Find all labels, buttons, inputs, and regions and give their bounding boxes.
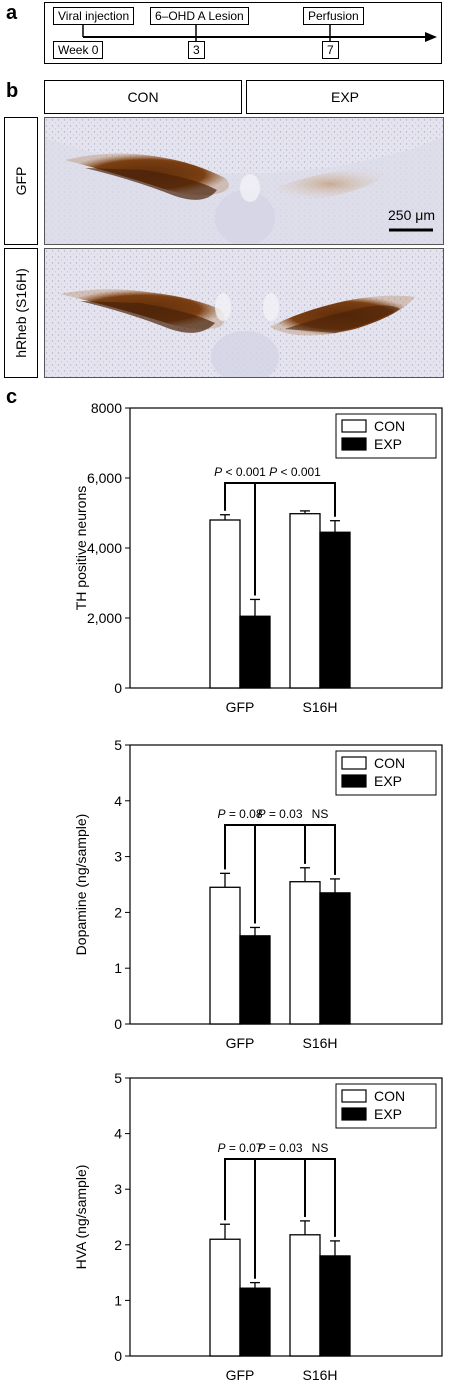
th-significance-bracket [254,482,336,596]
chart-th-neurons: 0 2,000 4,000 6,000 8000 TH positive neurons G… [73,400,443,715]
hva-bar-exp-gfp [239,1287,271,1357]
dopamine-significance-label: P = 0.03 [257,807,302,821]
hva-significance-bracket [304,1158,336,1237]
hva-y-tick-label: 3 [114,1181,122,1197]
th-y-tick-label: 2,000 [87,610,122,626]
hva-legend-label-exp: EXP [374,1106,402,1122]
viral-injection-label: Viral injection [53,7,135,25]
panel-b-letter: b [6,80,19,102]
th-legend-swatch-exp [341,437,367,451]
hva-legend-swatch-exp [341,1107,367,1121]
th-significance-label: P < 0.001 [214,465,266,479]
hva-x-tick-label: S16H [302,1367,337,1383]
th-y-tick-label: 4,000 [87,540,122,556]
th-legend-label-con: CON [374,418,405,434]
hva-bar-con-gfp [209,1238,241,1357]
row-label-gfp-text: GFP [13,166,29,196]
column-header-exp: EXP [246,80,444,114]
dopamine-bar-exp-s16h [319,892,351,1025]
th-legend-swatch-con [341,419,367,433]
chart-hva: 0 1 2 3 4 5 HVA (ng/sample) GFP S16H P = 0.07P = … [73,1070,443,1383]
dopamine-x-tick-label: GFP [226,1035,255,1051]
th-bar-exp-s16h [319,531,351,689]
dopamine-significance-label: NS [312,807,329,821]
chart-dopamine: 0 1 2 3 4 5 Dopamine (ng/sample) GFP S16H P = 0.0… [73,737,443,1051]
week0-label: Week 0 [53,41,104,59]
dopamine-y-tick-label: 1 [114,960,122,976]
column-header-con: CON [44,80,242,114]
timeline-frame: Viral injection 6–OHD A Lesion Perfusion… [44,2,442,64]
dopamine-y-tick-label: 4 [114,793,122,809]
hva-bar-exp-s16h [319,1255,351,1357]
th-x-tick-label: S16H [302,699,337,715]
row-label-gfp: GFP [4,117,38,245]
hva-legend-swatch-con [341,1089,367,1103]
panel-c-letter: c [6,386,18,408]
hva-significance-label: P = 0.07 [217,1141,262,1155]
hva-y-tick-label: 2 [114,1237,122,1253]
dopamine-legend-swatch-con [341,756,367,770]
th-bar-con-s16h [289,513,321,689]
hva-plot-frame [129,1077,443,1357]
dopamine-x-tick-label: S16H [302,1035,337,1051]
hva-y-tick-label: 0 [114,1348,122,1364]
dopamine-y-tick-label: 0 [114,1016,122,1032]
th-bar-con-gfp [209,519,241,689]
lesion-label: 6–OHD A Lesion [150,7,249,25]
hva-significance-label: P = 0.03 [257,1141,302,1155]
dopamine-bar-con-s16h [289,881,321,1025]
hva-y-tick-label: 1 [114,1292,122,1308]
dopamine-y-tick-label: 2 [114,904,122,920]
th-y-axis-label: TH positive neurons [73,486,89,611]
week3-label: 3 [188,41,205,59]
row-label-s16h-text: hRheb (S16H) [13,268,29,358]
timeline-arrow [82,25,437,47]
th-y-tick-label: 6,000 [87,470,122,486]
th-x-tick-label: GFP [226,699,255,715]
hva-y-axis-label: HVA (ng/sample) [73,1165,89,1270]
dopamine-y-axis-label: Dopamine (ng/sample) [73,814,89,956]
dopamine-significance-bracket [304,824,336,875]
hva-y-tick-label: 5 [114,1070,122,1086]
panel-a-letter: a [6,2,18,24]
row-label-s16h: hRheb (S16H) [4,248,38,378]
th-significance-label: P < 0.001 [269,465,321,479]
hva-y-tick-label: 4 [114,1126,122,1142]
tissue-image-gfp [44,117,444,245]
dopamine-significance-label: P = 0.08 [217,807,262,821]
hva-x-tick-label: GFP [226,1367,255,1383]
scale-bar-label: 250 μm [388,207,435,223]
dopamine-y-tick-label: 3 [114,849,122,865]
dopamine-legend-label-con: CON [374,755,405,771]
hva-bar-con-s16h [289,1234,321,1357]
dopamine-legend-swatch-exp [341,774,367,788]
perfusion-label: Perfusion [303,7,364,25]
th-y-tick-label: 0 [114,680,122,696]
hva-legend-label-con: CON [374,1088,405,1104]
tissue-image-s16h [44,248,444,378]
dopamine-bar-con-gfp [209,886,241,1025]
dopamine-y-tick-label: 5 [114,737,122,753]
dopamine-legend-label-exp: EXP [374,773,402,789]
week7-label: 7 [322,41,339,59]
hva-significance-label: NS [312,1141,329,1155]
th-legend-label-exp: EXP [374,436,402,452]
th-bar-exp-gfp [239,615,271,689]
th-y-tick-label: 8000 [91,400,122,416]
dopamine-bar-exp-gfp [239,935,271,1025]
dopamine-plot-frame [129,744,443,1025]
